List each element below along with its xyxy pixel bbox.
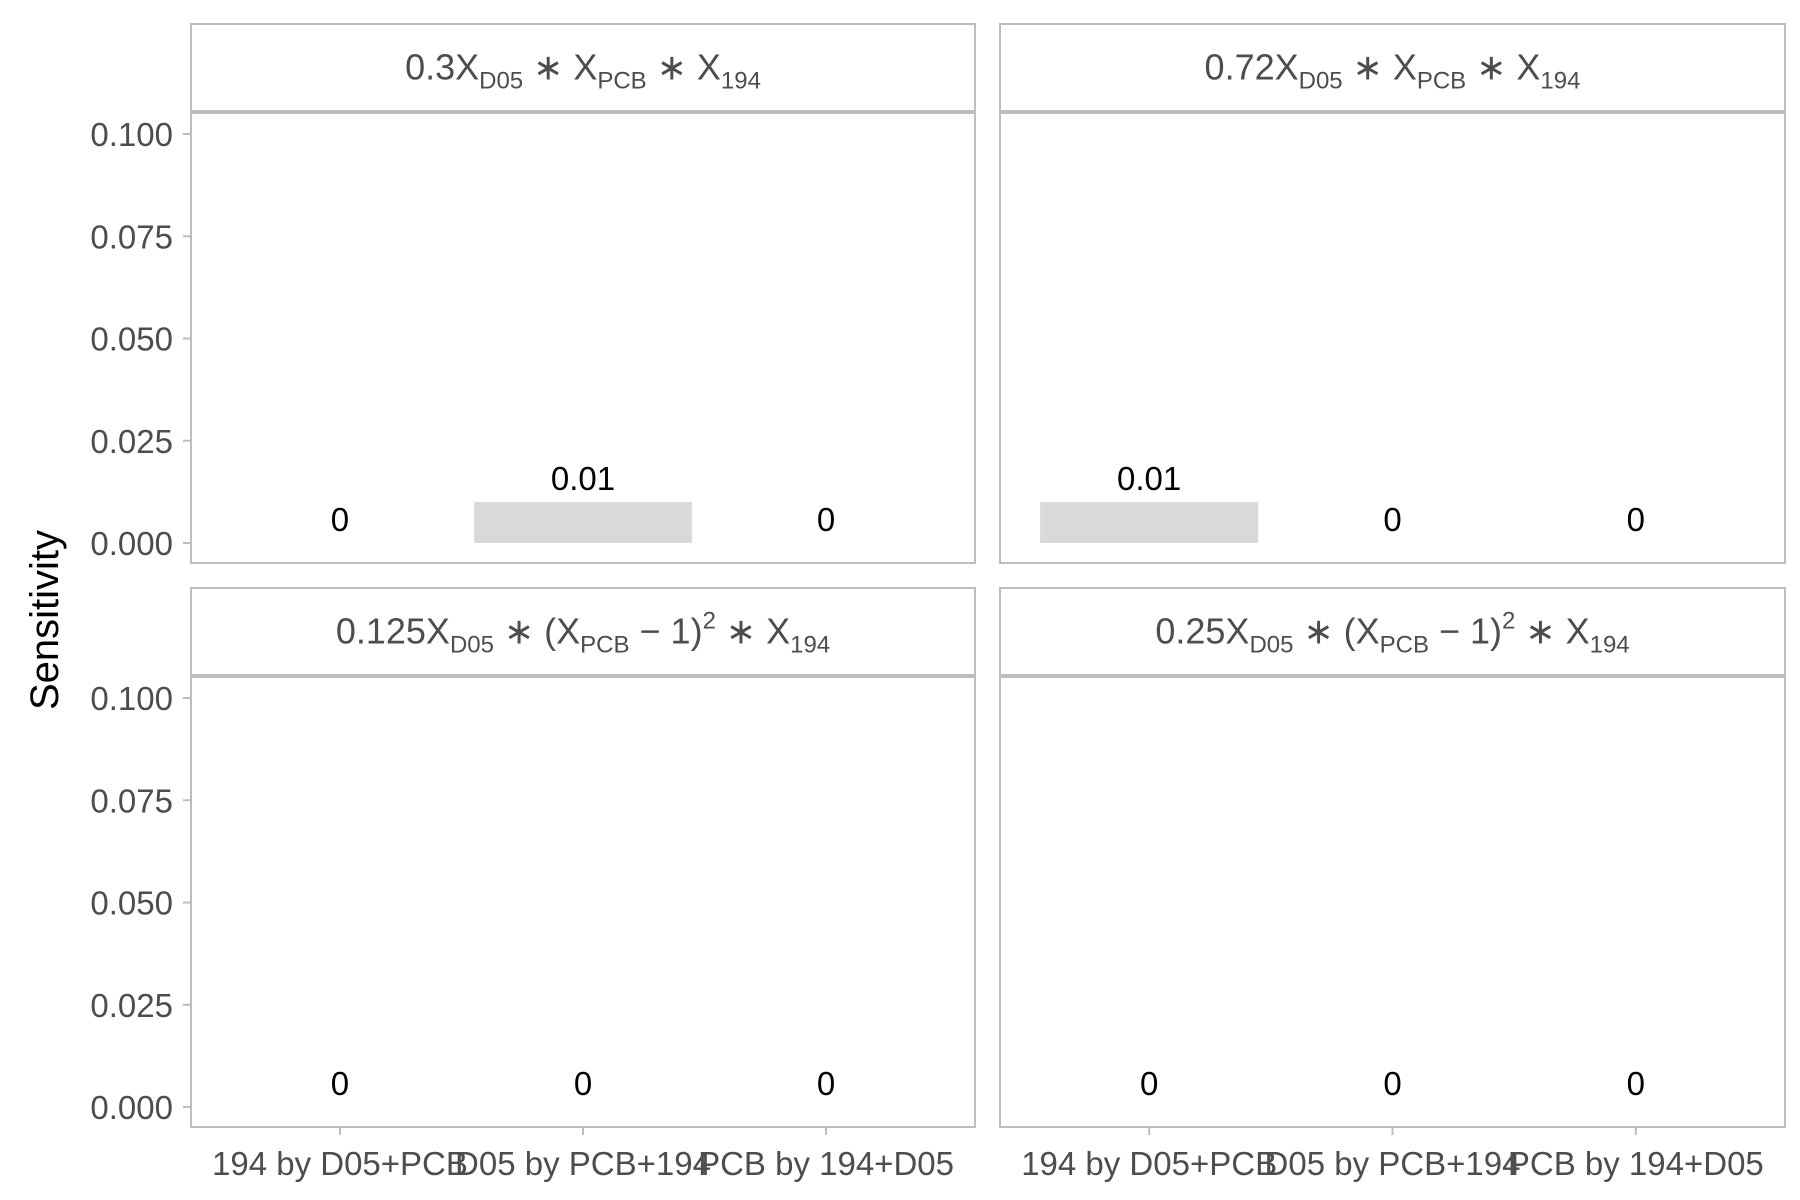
y-axis-title: Sensitivity — [23, 530, 67, 710]
panel-2: 0.72XD05 ∗ XPCB ∗ X194 0.01 0 0 — [999, 23, 1786, 564]
bar-1 — [1040, 502, 1259, 543]
bar-2 — [474, 502, 692, 543]
panel-plot-area — [999, 676, 1786, 1128]
y-tick-label: 0.075 — [90, 782, 173, 819]
panel-1: 0.3XD05 ∗ XPCB ∗ X194 0 0.01 0 0.000 0.025 0.0… — [90, 23, 976, 564]
panel-plot-area — [999, 112, 1786, 564]
x-tick-label: PCB by 194+D05 — [698, 1145, 954, 1182]
data-label-1: 0 — [331, 1065, 349, 1102]
panel-4: 0.25XD05 ∗ (XPCB − 1)2 ∗ X194 0 0 0 194 by D… — [999, 587, 1786, 1182]
panel-plot-area — [190, 676, 976, 1128]
panel-strip — [190, 587, 976, 676]
data-label-3: 0 — [1627, 1065, 1645, 1102]
data-label-1: 0 — [1140, 1065, 1158, 1102]
x-tick-label: PCB by 194+D05 — [1508, 1145, 1764, 1182]
data-label-3: 0 — [817, 501, 835, 538]
y-tick-label: 0.000 — [90, 1089, 173, 1126]
data-label-2: 0 — [1383, 1065, 1401, 1102]
panel-plot-area — [190, 112, 976, 564]
y-tick-label: 0.000 — [90, 525, 173, 562]
y-tick-label: 0.050 — [90, 321, 173, 358]
data-label-2: 0 — [574, 1065, 592, 1102]
data-label-3: 0 — [817, 1065, 835, 1102]
data-label-2: 0 — [1383, 501, 1401, 538]
panel-title: 0.25XD05 ∗ (XPCB − 1)2 ∗ X194 — [1155, 608, 1629, 659]
y-tick-label: 0.100 — [90, 680, 173, 717]
panel-strip — [190, 23, 976, 112]
x-tick-label: D05 by PCB+194 — [455, 1145, 711, 1182]
y-tick-label: 0.025 — [90, 423, 173, 460]
panel-title: 0.125XD05 ∗ (XPCB − 1)2 ∗ X194 — [336, 608, 830, 659]
x-tick-label: 194 by D05+PCB — [212, 1145, 468, 1182]
y-tick-label: 0.100 — [90, 116, 173, 153]
y-tick-label: 0.050 — [90, 885, 173, 922]
panel-title: 0.72XD05 ∗ XPCB ∗ X194 — [1205, 47, 1581, 95]
data-label-1: 0 — [331, 501, 349, 538]
data-label-1: 0.01 — [1117, 460, 1181, 497]
panel-3: 0.125XD05 ∗ (XPCB − 1)2 ∗ X194 0 0 0 0.000 0.… — [90, 587, 976, 1182]
x-tick-label: D05 by PCB+194 — [1265, 1145, 1521, 1182]
panel-strip — [999, 23, 1786, 112]
y-tick-label: 0.075 — [90, 218, 173, 255]
data-label-3: 0 — [1627, 501, 1645, 538]
panel-strip — [999, 587, 1786, 676]
panel-title: 0.3XD05 ∗ XPCB ∗ X194 — [405, 47, 761, 95]
x-tick-label: 194 by D05+PCB — [1021, 1145, 1277, 1182]
data-label-2: 0.01 — [551, 460, 615, 497]
y-tick-label: 0.025 — [90, 987, 173, 1024]
